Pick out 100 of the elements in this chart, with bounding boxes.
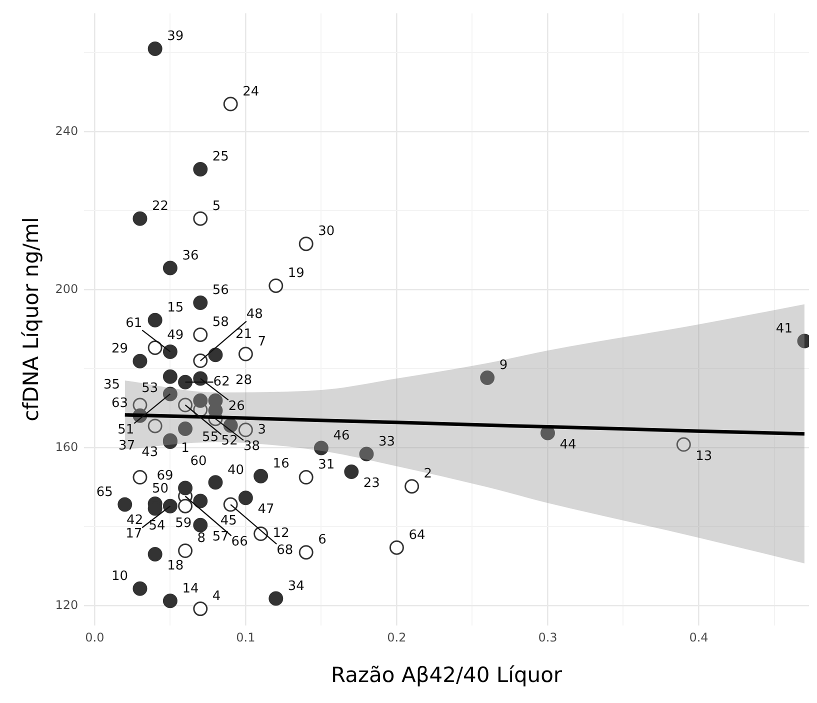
point (162, 344, 178, 359)
point (132, 354, 148, 368)
point (132, 581, 148, 596)
annotation: 37 (118, 438, 136, 454)
x-tick-label: 0.1 (236, 630, 256, 645)
point (162, 260, 178, 276)
annotation: 13 (696, 448, 712, 464)
y-tick-label: 200 (55, 282, 78, 296)
point (193, 602, 208, 616)
x-tick-label: 0.2 (387, 630, 406, 645)
annotation: 48 (246, 307, 263, 322)
point (238, 346, 253, 362)
annotation: 61 (126, 316, 142, 332)
point (178, 421, 193, 436)
annotation: 26 (228, 398, 245, 414)
point (178, 398, 193, 412)
point (178, 374, 193, 390)
annotation: 34 (288, 578, 304, 594)
annotation: 22 (152, 198, 169, 214)
annotation: 28 (235, 373, 252, 388)
annotation: 33 (378, 434, 396, 450)
point (238, 490, 253, 506)
annotation: 43 (142, 444, 158, 460)
annotation: 39 (167, 29, 184, 44)
annotation: 53 (142, 380, 158, 396)
point (118, 497, 132, 512)
point (148, 340, 162, 355)
point (404, 479, 420, 494)
point (193, 211, 208, 226)
annotation: 57 (212, 529, 229, 544)
x-tick-label: 0.0 (85, 630, 104, 645)
point (148, 418, 162, 434)
point (193, 354, 208, 368)
annotation: 30 (318, 224, 335, 240)
annotation: 42 (126, 512, 144, 528)
annotation: 62 (213, 374, 230, 390)
annotation: 7 (258, 334, 266, 350)
annotation: 46 (333, 428, 350, 444)
annotation: 47 (258, 502, 274, 518)
annotation: 59 (175, 516, 192, 532)
annotation: 18 (167, 558, 184, 574)
x-tick-label: 0.3 (538, 630, 558, 645)
point (162, 369, 178, 384)
x-tick-label: 0.4 (689, 630, 708, 645)
annotation: 5 (212, 198, 221, 214)
annotation: 65 (96, 484, 113, 500)
point (162, 386, 178, 402)
point (254, 468, 268, 484)
point (162, 498, 178, 514)
point (178, 480, 193, 496)
annotation: 10 (111, 569, 128, 584)
point (193, 327, 208, 342)
annotation: 23 (363, 476, 380, 492)
point (298, 470, 314, 485)
annotation: 6 (318, 532, 326, 548)
annotation: 16 (272, 456, 290, 472)
y-tick-label: 240 (55, 124, 78, 138)
annotation: 2 (424, 466, 432, 482)
point (208, 475, 223, 490)
point (193, 162, 208, 176)
annotation: 66 (231, 534, 248, 550)
annotation: 19 (288, 266, 304, 282)
point (148, 547, 162, 562)
y-tick-label: 120 (55, 598, 78, 612)
annotation: 40 (227, 462, 244, 478)
annotation: 63 (111, 396, 128, 412)
point (132, 211, 148, 226)
annotation: 1 (181, 441, 190, 456)
annotation: 24 (242, 84, 260, 100)
point (193, 393, 208, 408)
point (148, 41, 162, 56)
x-axis-title: Razão Aβ42/40 Líquor (331, 662, 562, 687)
point (344, 464, 359, 480)
annotation: 31 (318, 458, 335, 473)
point (178, 544, 193, 558)
annotation: 69 (156, 468, 174, 484)
annotation: 60 (190, 454, 207, 470)
annotation: 25 (212, 150, 229, 165)
annotation: 54 (148, 518, 166, 534)
annotation: 41 (776, 321, 792, 336)
point (389, 540, 404, 555)
annotation: 35 (103, 377, 120, 392)
annotation: 38 (243, 439, 260, 454)
point (359, 446, 374, 462)
point (208, 348, 223, 362)
point (178, 498, 193, 514)
annotation: 4 (212, 589, 221, 604)
point (314, 440, 328, 456)
point (223, 96, 238, 112)
annotation: 36 (182, 248, 199, 264)
annotation: 58 (212, 315, 229, 330)
annotation: 21 (235, 327, 252, 342)
annotation: 29 (111, 342, 128, 357)
annotation: 68 (276, 542, 294, 558)
annotation: 50 (152, 482, 169, 497)
annotation: 52 (221, 433, 238, 448)
point (298, 545, 314, 560)
point (298, 236, 314, 252)
annotation: 49 (167, 328, 184, 344)
annotation: 55 (202, 430, 219, 445)
